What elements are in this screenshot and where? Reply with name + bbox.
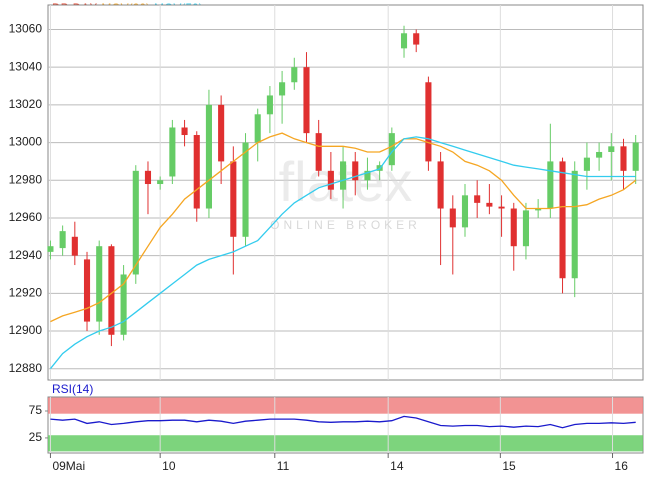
candle-body <box>498 206 505 209</box>
band <box>48 435 643 452</box>
y-tick-label: 25 <box>29 430 43 444</box>
candle-body <box>59 231 66 249</box>
candle-body <box>474 195 481 203</box>
candle-body <box>327 170 334 190</box>
watermark: ONLINE BROKER <box>270 218 421 232</box>
line <box>50 132 637 323</box>
candle-body <box>96 246 103 322</box>
candle-body <box>596 151 603 158</box>
candle-body <box>132 170 139 275</box>
x-tick-label: 09Mai <box>52 459 85 473</box>
y-tick-label: 12920 <box>9 285 43 299</box>
candle-body <box>181 127 188 136</box>
candle-body <box>254 114 261 143</box>
candle-body <box>571 170 578 279</box>
x-tick-label: 14 <box>390 459 404 473</box>
candle-body <box>205 104 212 209</box>
y-tick-label: 12940 <box>9 248 43 262</box>
candle-body <box>461 195 469 228</box>
line <box>50 415 636 429</box>
candle-body <box>291 67 298 83</box>
candle-body <box>413 33 420 45</box>
band <box>48 397 643 414</box>
candle-body <box>364 170 371 181</box>
x-tick-label: 15 <box>502 459 516 473</box>
x-tick-label: 16 <box>615 459 629 473</box>
candle-body <box>83 259 91 322</box>
candle-body <box>340 161 347 190</box>
candle-body <box>522 210 529 247</box>
y-tick-label: 13000 <box>9 135 43 149</box>
y-tick-label: 13040 <box>9 59 43 73</box>
candle-body <box>279 82 286 96</box>
y-tick-label: 12900 <box>9 323 43 337</box>
candle-body <box>510 208 517 247</box>
candle-body <box>144 170 152 185</box>
y-tick-label: 12980 <box>9 172 43 186</box>
candle-body <box>157 180 164 185</box>
candle-body <box>303 67 310 134</box>
candle-body <box>437 161 444 209</box>
candle-body <box>218 104 225 162</box>
line <box>49 136 636 370</box>
candle-body <box>71 236 78 256</box>
candle-body <box>230 161 237 237</box>
x-tick-label: 11 <box>277 459 290 473</box>
candle-body <box>486 202 493 207</box>
candle-body <box>266 95 273 115</box>
candle-body <box>120 274 127 335</box>
candle-body <box>193 135 200 209</box>
candle-body <box>559 161 566 279</box>
x-tick-label: 10 <box>162 459 176 473</box>
candle-body <box>388 133 395 166</box>
y-tick-label: 12960 <box>9 210 43 224</box>
candle-body <box>352 161 359 181</box>
y-tick-label: 12880 <box>9 361 43 375</box>
candle-body <box>169 127 176 177</box>
candle-body <box>608 146 615 152</box>
candle-body <box>425 82 432 162</box>
candle-body <box>315 133 322 171</box>
candle-body <box>400 33 408 49</box>
candle-body <box>535 208 542 211</box>
candle-body <box>547 161 554 209</box>
candle-body <box>108 246 115 335</box>
candle-body <box>583 157 590 171</box>
candle-body <box>620 146 627 171</box>
candle-body <box>449 208 456 228</box>
candle-body <box>47 246 54 252</box>
candle-body <box>242 142 249 237</box>
y-tick-label: 13020 <box>9 97 43 111</box>
y-tick-label: 75 <box>29 403 43 417</box>
y-tick-label: 13060 <box>9 22 43 36</box>
candle-body <box>632 142 639 171</box>
rsi-title: RSI(14) <box>52 382 93 396</box>
